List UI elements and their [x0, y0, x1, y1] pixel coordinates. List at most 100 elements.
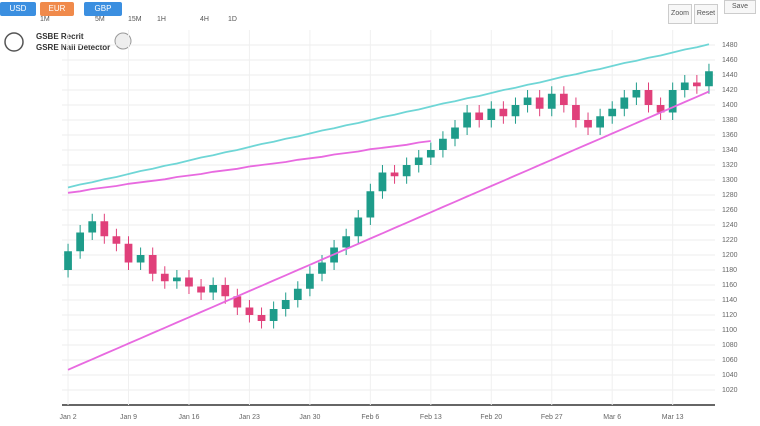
candle-body [523, 97, 532, 105]
button[interactable]: GBP [84, 2, 122, 16]
avatar-icon [4, 32, 24, 52]
y-tick-label: 1080 [722, 342, 738, 349]
candle-body [257, 315, 266, 321]
candle-body [705, 71, 713, 87]
button[interactable]: Save [724, 0, 756, 14]
y-tick-label: 1100 [722, 327, 737, 334]
candle-body [76, 232, 85, 252]
candle-body [535, 97, 544, 109]
y-tick-label: 1380 [722, 117, 738, 124]
y-tick-label: 1440 [722, 72, 738, 79]
candle-body [402, 165, 411, 177]
x-tick-label: Feb 27 [541, 414, 563, 421]
candle-body [608, 108, 617, 117]
candle-body [318, 262, 326, 274]
candle-body [112, 236, 121, 244]
tab[interactable]: 1M [40, 16, 50, 23]
candle-body [88, 221, 97, 233]
y-tick-label: 1420 [722, 87, 738, 94]
candle-body [547, 93, 556, 109]
x-tick-label: Jan 9 [120, 414, 137, 421]
x-tick-label: Mar 13 [662, 414, 684, 421]
tab[interactable]: 15M [128, 16, 142, 23]
y-tick-label: 1200 [722, 252, 738, 259]
candle-body [692, 82, 701, 87]
y-tick-label: 1120 [722, 312, 737, 319]
legend-item: GSRE Nall Detector [36, 43, 111, 52]
candle-body [124, 243, 133, 263]
candle-body [330, 247, 338, 263]
x-tick-label: Feb 6 [361, 414, 379, 421]
candle-body [680, 82, 689, 90]
candle-body [306, 273, 314, 289]
y-tick-label: 1220 [722, 237, 738, 244]
candle-body [342, 236, 351, 248]
tab[interactable]: 5M [95, 16, 105, 23]
candle-body [414, 157, 423, 165]
y-tick-label: 1140 [722, 297, 737, 304]
candle-body [439, 138, 447, 150]
button[interactable]: EUR [40, 2, 74, 16]
candle-body [620, 97, 629, 109]
button[interactable]: Zoom [668, 4, 692, 24]
candle-body [572, 105, 580, 120]
y-tick-label: 1360 [722, 132, 738, 139]
candle-body [354, 217, 363, 237]
candle-body [245, 307, 254, 315]
candle-body [100, 221, 109, 237]
candle-body [499, 108, 508, 117]
candle-body [209, 285, 218, 293]
candle-body [668, 90, 677, 113]
candle-body [559, 93, 568, 105]
y-tick-label: 1160 [722, 282, 737, 289]
legend-item: GSBE Recrit [36, 32, 84, 41]
candle-body [148, 255, 157, 274]
tab[interactable]: 1H [157, 16, 166, 23]
y-tick-label: 1400 [722, 102, 738, 109]
y-tick-label: 1340 [722, 147, 738, 154]
y-tick-label: 1480 [722, 42, 738, 49]
candle-body [366, 191, 375, 218]
moving-average [67, 140, 431, 194]
x-tick-label: Feb 13 [420, 414, 442, 421]
moving-average [67, 43, 710, 189]
candle-body [451, 127, 459, 139]
candle-body [64, 251, 72, 270]
candle-body [233, 296, 242, 308]
y-tick-label: 1240 [722, 222, 738, 229]
button[interactable]: USD [0, 2, 36, 16]
x-tick-label: Jan 16 [178, 414, 199, 421]
x-tick-label: Jan 2 [59, 414, 76, 421]
tab[interactable]: 1D [228, 16, 237, 23]
candle-body [426, 150, 435, 158]
y-tick-label: 1040 [722, 372, 738, 379]
y-tick-label: 1260 [722, 207, 738, 214]
x-tick-label: Jan 30 [299, 414, 320, 421]
x-tick-label: Feb 20 [480, 414, 502, 421]
tab[interactable]: 4H [200, 16, 209, 23]
candle-body [221, 285, 230, 297]
candle-body [281, 300, 290, 309]
candle-body [463, 112, 471, 128]
candle-body [293, 288, 302, 300]
candle-body [511, 105, 520, 117]
candle-body [584, 120, 592, 128]
y-tick-label: 1320 [722, 162, 738, 169]
y-tick-label: 1020 [722, 387, 738, 394]
candle-body [160, 273, 169, 282]
moving-average [67, 90, 710, 371]
candle-body [596, 116, 604, 128]
y-tick-label: 1460 [722, 57, 738, 64]
x-tick-label: Jan 23 [239, 414, 260, 421]
candle-body [269, 309, 278, 321]
candle-body [378, 172, 387, 192]
y-tick-label: 1280 [722, 192, 738, 199]
button[interactable]: Reset [694, 4, 718, 24]
candle-body [136, 255, 145, 263]
candle-body [644, 90, 653, 105]
candle-body [185, 277, 193, 287]
candle-body [197, 286, 205, 293]
candle-body [475, 112, 484, 120]
